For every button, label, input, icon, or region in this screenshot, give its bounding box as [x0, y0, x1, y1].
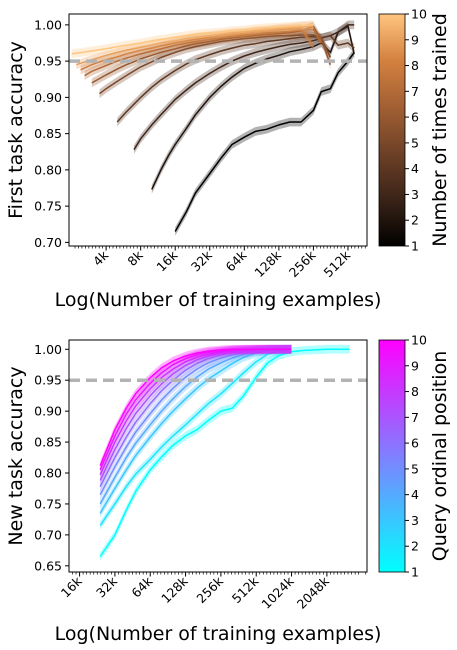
y-tick-label: 0.90	[34, 404, 62, 419]
y-axis-label: First task accuracy	[5, 41, 27, 219]
series-1	[99, 344, 350, 561]
series-9-band	[76, 21, 314, 70]
colorbar-tick-label: 1	[411, 239, 419, 254]
colorbar-tick-label: 6	[411, 436, 419, 451]
y-tick-label: 0.80	[34, 466, 62, 481]
series-2-line	[99, 348, 292, 527]
x-tick-label: 16k	[153, 247, 181, 275]
y-tick-label: 0.70	[34, 527, 62, 542]
y-tick-label: 0.95	[34, 54, 62, 69]
colorbar-tick-label: 9	[411, 32, 419, 47]
colorbar-tick-label: 10	[411, 7, 427, 22]
colorbar-tick-label: 3	[411, 187, 419, 202]
x-tick-label: 64k	[128, 573, 156, 601]
series-9	[76, 21, 314, 70]
colorbar-tick-label: 7	[411, 84, 419, 99]
series-4	[99, 344, 292, 509]
colorbar-tick-label: 5	[411, 135, 419, 150]
series-3-line	[99, 348, 292, 514]
plot-frame	[68, 13, 368, 247]
colorbar-tick-label: 10	[411, 333, 427, 348]
x-tick-label: 32k	[188, 247, 216, 275]
series-4-band	[117, 31, 355, 127]
x-tick-label: 512k	[320, 247, 353, 280]
colorbar-tick-label: 2	[411, 213, 419, 228]
colorbar-tick-label: 5	[411, 461, 419, 476]
first-task-accuracy-chart: 0.700.750.800.850.900.951.00 4k 8k 16k 32k 6…	[5, 7, 451, 312]
series-4-line	[116, 34, 355, 123]
series-8	[80, 24, 315, 75]
series-9-line	[76, 24, 314, 66]
series-10-line	[71, 24, 314, 55]
colorbar-tick-label: 8	[411, 58, 419, 73]
x-tick-label: 32k	[93, 573, 121, 601]
series-10	[71, 20, 314, 59]
colorbar-tick-label: 3	[411, 513, 419, 528]
y-tick-label: 1.00	[34, 342, 62, 357]
series-6	[91, 22, 332, 88]
y-tick-label: 0.95	[34, 373, 62, 388]
series-10-band	[100, 344, 292, 470]
y-tick-label: 0.80	[34, 162, 62, 177]
series-10	[99, 344, 292, 470]
colorbar-tick-label: 1	[411, 565, 419, 580]
x-tick-label: 128k	[251, 247, 284, 280]
series-1-line	[174, 51, 355, 232]
series-4-line	[99, 348, 292, 505]
y-tick-label: 1.00	[34, 17, 62, 32]
colorbar-tick-label: 8	[411, 384, 419, 399]
series-1	[174, 48, 355, 236]
y-axis-label: New task accuracy	[5, 366, 27, 545]
series-4	[116, 31, 355, 127]
colorbar-tick-label: 4	[411, 487, 419, 502]
x-tick-label: 1024k	[258, 573, 297, 612]
y-tick-label: 0.90	[34, 90, 62, 105]
y-tick-label: 0.85	[34, 126, 62, 141]
x-axis-label: Log(Number of training examples)	[55, 289, 382, 311]
colorbar-tick-label: 7	[411, 410, 419, 425]
x-tick-label: 512k	[229, 573, 262, 606]
x-tick-label: 128k	[158, 573, 191, 606]
x-tick-label: 256k	[193, 573, 226, 606]
colorbar-label: Query ordinal position	[429, 351, 451, 561]
x-axis-label: Log(Number of training examples)	[55, 623, 382, 645]
series-1-line	[99, 348, 350, 557]
colorbar-tick-label: 9	[411, 358, 419, 373]
plot-frame	[68, 339, 368, 573]
series-3	[99, 344, 292, 518]
colorbar	[378, 339, 406, 573]
x-tick-label: 8k	[124, 247, 146, 269]
y-tick-label: 0.75	[34, 496, 62, 511]
x-tick-label: 64k	[222, 247, 250, 275]
colorbar-label: Number of times trained	[429, 13, 451, 247]
series-6-band	[91, 22, 331, 88]
x-tick-label: 256k	[286, 247, 319, 280]
new-task-accuracy-chart: 0.650.700.750.800.850.900.951.00 16k 32k 6…	[5, 333, 451, 646]
series-10-line	[99, 348, 292, 466]
series-8-line	[80, 27, 315, 71]
series-2	[99, 344, 292, 530]
colorbar	[378, 13, 406, 247]
colorbar-tick-label: 6	[411, 110, 419, 125]
series-10-band	[71, 20, 314, 59]
series-5-line	[99, 34, 332, 95]
series-3-band	[134, 20, 355, 154]
y-tick-label: 0.75	[34, 199, 62, 214]
colorbar-tick-label: 2	[411, 539, 419, 554]
y-tick-label: 0.70	[34, 235, 62, 250]
series-6-line	[91, 25, 332, 84]
x-tick-label: 16k	[58, 573, 86, 601]
x-tick-label: 4k	[90, 247, 112, 269]
colorbar-tick-label: 4	[411, 161, 419, 176]
x-tick-label: 2048k	[294, 573, 333, 612]
y-tick-label: 0.65	[34, 558, 62, 573]
y-tick-label: 0.85	[34, 435, 62, 450]
